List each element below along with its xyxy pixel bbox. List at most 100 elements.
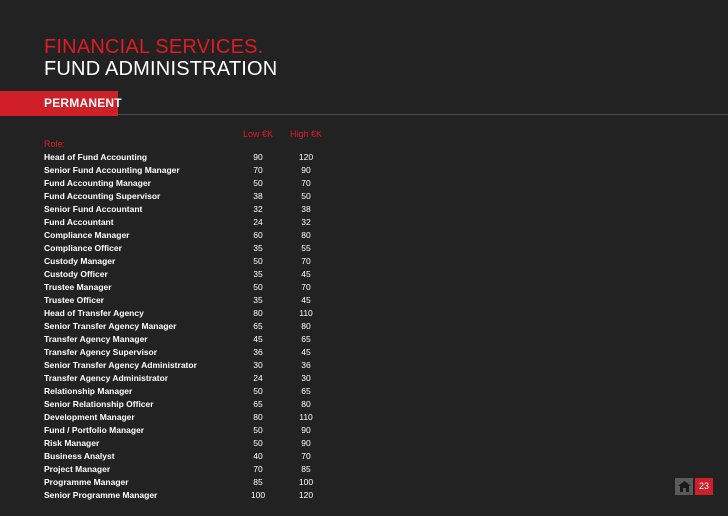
role-cell: Fund / Portfolio Manager bbox=[44, 425, 145, 435]
column-header-low: Low €K bbox=[242, 129, 274, 139]
high-salary-cell: 55 bbox=[301, 243, 311, 253]
column-header-high: High €K bbox=[289, 129, 323, 139]
low-salary-cell: 90 bbox=[253, 152, 263, 162]
low-salary-cell: 35 bbox=[253, 295, 263, 305]
low-salary-cell: 38 bbox=[253, 191, 263, 201]
table-row: Senior Relationship Officer 65 80 bbox=[44, 398, 364, 411]
low-salary-cell: 35 bbox=[253, 269, 263, 279]
table-row: Fund / Portfolio Manager 50 90 bbox=[44, 424, 364, 437]
low-salary-cell: 80 bbox=[253, 412, 263, 422]
high-salary-cell: 120 bbox=[298, 490, 314, 500]
table-row: Senior Transfer Agency Administrator 30 36 bbox=[44, 359, 364, 372]
high-salary-cell: 45 bbox=[301, 269, 311, 279]
high-salary-cell: 120 bbox=[298, 152, 314, 162]
high-salary-cell: 110 bbox=[299, 308, 313, 318]
low-salary-cell: 50 bbox=[253, 178, 263, 188]
table-row: Project Manager 70 85 bbox=[44, 463, 364, 476]
role-cell: Senior Relationship Officer bbox=[44, 399, 154, 409]
role-cell: Compliance Manager bbox=[44, 230, 130, 240]
role-cell: Programme Manager bbox=[44, 477, 129, 487]
salary-table: Head of Fund Accounting 90 120 Senior Fund … bbox=[44, 151, 364, 502]
role-cell: Relationship Manager bbox=[44, 386, 133, 396]
table-row: Senior Transfer Agency Manager 65 80 bbox=[44, 320, 364, 333]
high-salary-cell: 65 bbox=[301, 334, 311, 344]
section-label: PERMANENT bbox=[44, 96, 122, 110]
high-salary-cell: 45 bbox=[301, 347, 311, 357]
table-row: Development Manager 80 110 bbox=[44, 411, 364, 424]
low-salary-cell: 32 bbox=[253, 204, 263, 214]
high-salary-cell: 38 bbox=[301, 204, 311, 214]
low-salary-cell: 60 bbox=[253, 230, 263, 240]
low-salary-cell: 50 bbox=[253, 282, 263, 292]
role-cell: Senior Fund Accounting Manager bbox=[44, 165, 180, 175]
high-salary-cell: 90 bbox=[301, 425, 311, 435]
high-salary-cell: 50 bbox=[301, 191, 311, 201]
table-row: Fund Accounting Supervisor 38 50 bbox=[44, 190, 364, 203]
high-salary-cell: 85 bbox=[301, 464, 311, 474]
low-salary-cell: 24 bbox=[253, 217, 263, 227]
low-salary-cell: 40 bbox=[253, 451, 263, 461]
footer: 23 bbox=[675, 478, 713, 495]
role-cell: Transfer Agency Administrator bbox=[44, 373, 169, 383]
high-salary-cell: 90 bbox=[301, 438, 311, 448]
role-cell: Trustee Manager bbox=[44, 282, 112, 292]
low-salary-cell: 35 bbox=[253, 243, 263, 253]
role-cell: Fund Accountant bbox=[44, 217, 114, 227]
table-row: Compliance Officer 35 55 bbox=[44, 242, 364, 255]
table-row: Trustee Manager 50 70 bbox=[44, 281, 364, 294]
table-row: Head of Fund Accounting 90 120 bbox=[44, 151, 364, 164]
high-salary-cell: 30 bbox=[301, 373, 311, 383]
high-salary-cell: 80 bbox=[301, 230, 311, 240]
low-salary-cell: 50 bbox=[253, 438, 263, 448]
low-salary-cell: 50 bbox=[253, 425, 263, 435]
high-salary-cell: 110 bbox=[299, 412, 313, 422]
low-salary-cell: 24 bbox=[253, 373, 263, 383]
role-cell: Risk Manager bbox=[44, 438, 100, 448]
role-cell: Fund Accounting Supervisor bbox=[44, 191, 161, 201]
table-row: Programme Manager 85 100 bbox=[44, 476, 364, 489]
role-cell: Fund Accounting Manager bbox=[44, 178, 151, 188]
high-salary-cell: 70 bbox=[301, 282, 311, 292]
role-cell: Custody Officer bbox=[44, 269, 108, 279]
table-row: Business Analyst 40 70 bbox=[44, 450, 364, 463]
home-button[interactable] bbox=[675, 478, 693, 495]
column-header-role: Role: bbox=[44, 139, 66, 149]
low-salary-cell: 85 bbox=[253, 477, 263, 487]
high-salary-cell: 65 bbox=[301, 386, 311, 396]
section-bar bbox=[0, 91, 118, 116]
table-row: Custody Manager 50 70 bbox=[44, 255, 364, 268]
high-salary-cell: 45 bbox=[301, 295, 311, 305]
high-salary-cell: 70 bbox=[301, 256, 311, 266]
table-row: Transfer Agency Manager 45 65 bbox=[44, 333, 364, 346]
role-cell: Senior Programme Manager bbox=[44, 490, 158, 500]
table-row: Head of Transfer Agency 80 110 bbox=[44, 307, 364, 320]
role-cell: Transfer Agency Supervisor bbox=[44, 347, 158, 357]
high-salary-cell: 100 bbox=[298, 477, 314, 487]
low-salary-cell: 80 bbox=[253, 308, 263, 318]
page-title-line1: FINANCIAL SERVICES. bbox=[44, 36, 264, 58]
role-cell: Senior Fund Accountant bbox=[44, 204, 143, 214]
role-cell: Senior Transfer Agency Manager bbox=[44, 321, 177, 331]
table-row: Senior Programme Manager 100 120 bbox=[44, 489, 364, 502]
low-salary-cell: 65 bbox=[253, 399, 263, 409]
high-salary-cell: 70 bbox=[301, 178, 311, 188]
section-divider bbox=[118, 114, 728, 115]
table-row: Fund Accounting Manager 50 70 bbox=[44, 177, 364, 190]
low-salary-cell: 70 bbox=[253, 165, 263, 175]
high-salary-cell: 32 bbox=[301, 217, 311, 227]
low-salary-cell: 30 bbox=[253, 360, 263, 370]
table-row: Senior Fund Accountant 32 38 bbox=[44, 203, 364, 216]
role-cell: Senior Transfer Agency Administrator bbox=[44, 360, 197, 370]
role-cell: Head of Transfer Agency bbox=[44, 308, 144, 318]
low-salary-cell: 45 bbox=[253, 334, 263, 344]
high-salary-cell: 90 bbox=[301, 165, 311, 175]
high-salary-cell: 80 bbox=[301, 399, 311, 409]
high-salary-cell: 70 bbox=[301, 451, 311, 461]
role-cell: Compliance Officer bbox=[44, 243, 122, 253]
low-salary-cell: 50 bbox=[253, 256, 263, 266]
low-salary-cell: 65 bbox=[253, 321, 263, 331]
role-cell: Transfer Agency Manager bbox=[44, 334, 148, 344]
table-row: Trustee Officer 35 45 bbox=[44, 294, 364, 307]
page-title-line2: FUND ADMINISTRATION bbox=[44, 58, 278, 80]
